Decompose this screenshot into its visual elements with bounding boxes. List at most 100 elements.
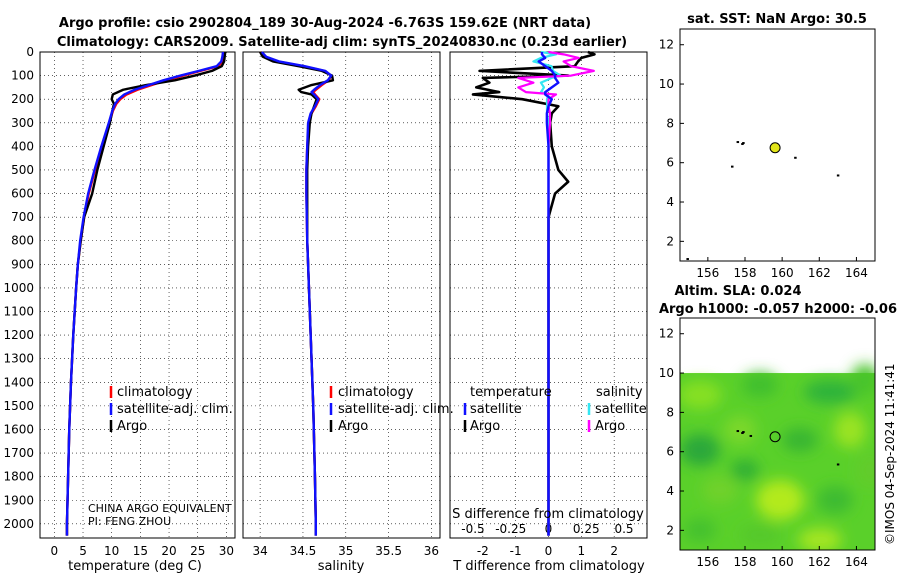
sla-field-blob bbox=[756, 480, 804, 520]
figure-title-line2: Climatology: CARS2009. Satellite-adj cli… bbox=[57, 35, 627, 50]
credit-line1: CHINA ARGO EQUIVALENT bbox=[88, 502, 232, 515]
pressure-tick-label: 200 bbox=[11, 92, 34, 106]
s-difference-tick-label: -0.25 bbox=[495, 522, 526, 536]
pressure-tick-label: 1800 bbox=[3, 470, 34, 484]
credit-line2: PI: FENG ZHOU bbox=[88, 515, 171, 528]
sla-field-blob bbox=[804, 380, 856, 404]
sst-map-island bbox=[836, 174, 840, 177]
sla-field-blob bbox=[798, 528, 842, 550]
sst-map-xtick-label: 162 bbox=[808, 266, 831, 280]
pressure-tick-label: 600 bbox=[11, 187, 34, 201]
salinity-panel bbox=[242, 51, 441, 539]
pressure-tick-label: 400 bbox=[11, 139, 34, 153]
pressure-tick-label: 1200 bbox=[3, 328, 34, 342]
pressure-tick-label: 1400 bbox=[3, 375, 34, 389]
sst-map-island bbox=[794, 156, 797, 159]
temperature-tick-label: 15 bbox=[133, 544, 148, 558]
pressure-tick-label: 2000 bbox=[3, 517, 34, 531]
difference-temperature-legend: temperature satellite Argo bbox=[463, 385, 552, 434]
sla-field-blob bbox=[834, 412, 866, 448]
sla-map-island bbox=[749, 434, 753, 437]
temperature-tick-label: 30 bbox=[219, 544, 234, 558]
legend-heading-temperature: temperature bbox=[470, 385, 552, 400]
temperature-tick-label: 20 bbox=[161, 544, 176, 558]
sla-map-ytick-label: 2 bbox=[666, 523, 674, 537]
sla-map-xtick-label: 164 bbox=[845, 555, 868, 569]
ticks: 0100200300400500600700800900100011001200… bbox=[3, 45, 633, 558]
temperature-tick-label: 25 bbox=[190, 544, 205, 558]
sst-map-xtick-label: 160 bbox=[771, 266, 794, 280]
figure-title-line1: Argo profile: csio 2902804_189 30-Aug-20… bbox=[59, 16, 591, 31]
sla-field-blob bbox=[724, 416, 756, 444]
pressure-tick-label: 1300 bbox=[3, 352, 34, 366]
sst-map-ytick-label: 10 bbox=[659, 77, 674, 91]
sla-field-blob bbox=[731, 460, 759, 480]
pressure-tick-label: 1100 bbox=[3, 305, 34, 319]
sla-map-xtick-label: 158 bbox=[734, 555, 757, 569]
pressure-tick-label: 1700 bbox=[3, 446, 34, 460]
pressure-tick-label: 500 bbox=[11, 163, 34, 177]
imos-timestamp: ©IMOS 04-Sep-2024 11:41:41 bbox=[883, 363, 897, 545]
t-difference-tick-label: -1 bbox=[510, 544, 522, 558]
s-difference-tick-label: 0.25 bbox=[573, 522, 600, 536]
pressure-tick-label: 300 bbox=[11, 116, 34, 130]
sst-map-xtick-label: 164 bbox=[845, 266, 868, 280]
sla-map-argo-float-marker bbox=[769, 431, 781, 443]
pressure-tick-label: 900 bbox=[11, 257, 34, 271]
sla-map-ytick-label: 12 bbox=[659, 327, 674, 341]
pressure-tick-label: 800 bbox=[11, 234, 34, 248]
sla-map-title1: Altim. SLA: 0.024 bbox=[675, 284, 802, 299]
sst-map-xtick-label: 158 bbox=[734, 266, 757, 280]
temperature-tick-label: 10 bbox=[104, 544, 119, 558]
legend-label-argo: Argo bbox=[117, 419, 147, 434]
sla-map-island bbox=[742, 431, 745, 434]
legend-label-argo: Argo bbox=[338, 419, 368, 434]
sla-field-blob bbox=[856, 452, 875, 488]
difference-salinity-legend: salinity satellite Argo bbox=[587, 385, 647, 434]
t-difference-tick-label: 2 bbox=[610, 544, 618, 558]
sst-map-island bbox=[731, 165, 734, 168]
legend-label-s-argo: Argo bbox=[595, 419, 625, 434]
sla-field-blob bbox=[817, 486, 853, 514]
legend-label-s-satellite: satellite bbox=[595, 402, 647, 417]
salinity-satellite-line bbox=[260, 51, 333, 536]
sla-map-island bbox=[836, 463, 840, 466]
t-difference-xlabel: T difference from climatology bbox=[452, 559, 645, 574]
sla-map-content: 156 158 160 162 164 2 4 6 8 10 12 bbox=[659, 327, 868, 569]
sla-field-blobs bbox=[680, 364, 875, 550]
profile-lines bbox=[65, 50, 596, 536]
t-difference-tick-label: 0 bbox=[545, 544, 553, 558]
sst-map-ytick-label: 6 bbox=[666, 156, 674, 170]
temperature-satellite-line bbox=[65, 51, 225, 536]
s-difference-tick-label: 0.5 bbox=[614, 522, 633, 536]
legend-label-satellite: satellite-adj. clim. bbox=[338, 402, 454, 417]
sla-map-ytick-label: 4 bbox=[666, 484, 674, 498]
pressure-tick-label: 1000 bbox=[3, 281, 34, 295]
legend-heading-salinity: salinity bbox=[596, 385, 643, 400]
temperature-tick-label: 0 bbox=[51, 544, 59, 558]
sla-field-blob bbox=[684, 518, 716, 542]
pressure-tick-label: 1900 bbox=[3, 493, 34, 507]
salinity-tick-label: 35 bbox=[338, 544, 353, 558]
sla-field-blob bbox=[680, 434, 720, 466]
salinity-xlabel: salinity bbox=[318, 559, 365, 574]
pressure-tick-label: 1500 bbox=[3, 399, 34, 413]
temperature-panel bbox=[39, 51, 236, 539]
salinity-legend: climatology satellite-adj. clim. Argo bbox=[329, 385, 454, 434]
s-difference-tick-label: -0.5 bbox=[461, 522, 484, 536]
legend-label-climatology: climatology bbox=[117, 385, 193, 400]
legend-label-t-argo: Argo bbox=[470, 419, 500, 434]
temperature-legend: climatology satellite-adj. clim. Argo bbox=[109, 385, 233, 434]
sla-map-xtick-label: 160 bbox=[771, 555, 794, 569]
pressure-tick-label: 0 bbox=[26, 45, 34, 59]
legend-label-t-satellite: satellite bbox=[470, 402, 522, 417]
sst-map-ytick-label: 8 bbox=[666, 116, 674, 130]
t-difference-tick-label: -2 bbox=[477, 544, 489, 558]
sla-map-ytick-label: 10 bbox=[659, 366, 674, 380]
salinity-tick-label: 35.5 bbox=[375, 544, 402, 558]
sla-map-ytick-label: 6 bbox=[666, 445, 674, 459]
sla-map-xtick-label: 162 bbox=[808, 555, 831, 569]
legend-label-climatology: climatology bbox=[338, 385, 414, 400]
sla-field-blob bbox=[782, 428, 818, 452]
